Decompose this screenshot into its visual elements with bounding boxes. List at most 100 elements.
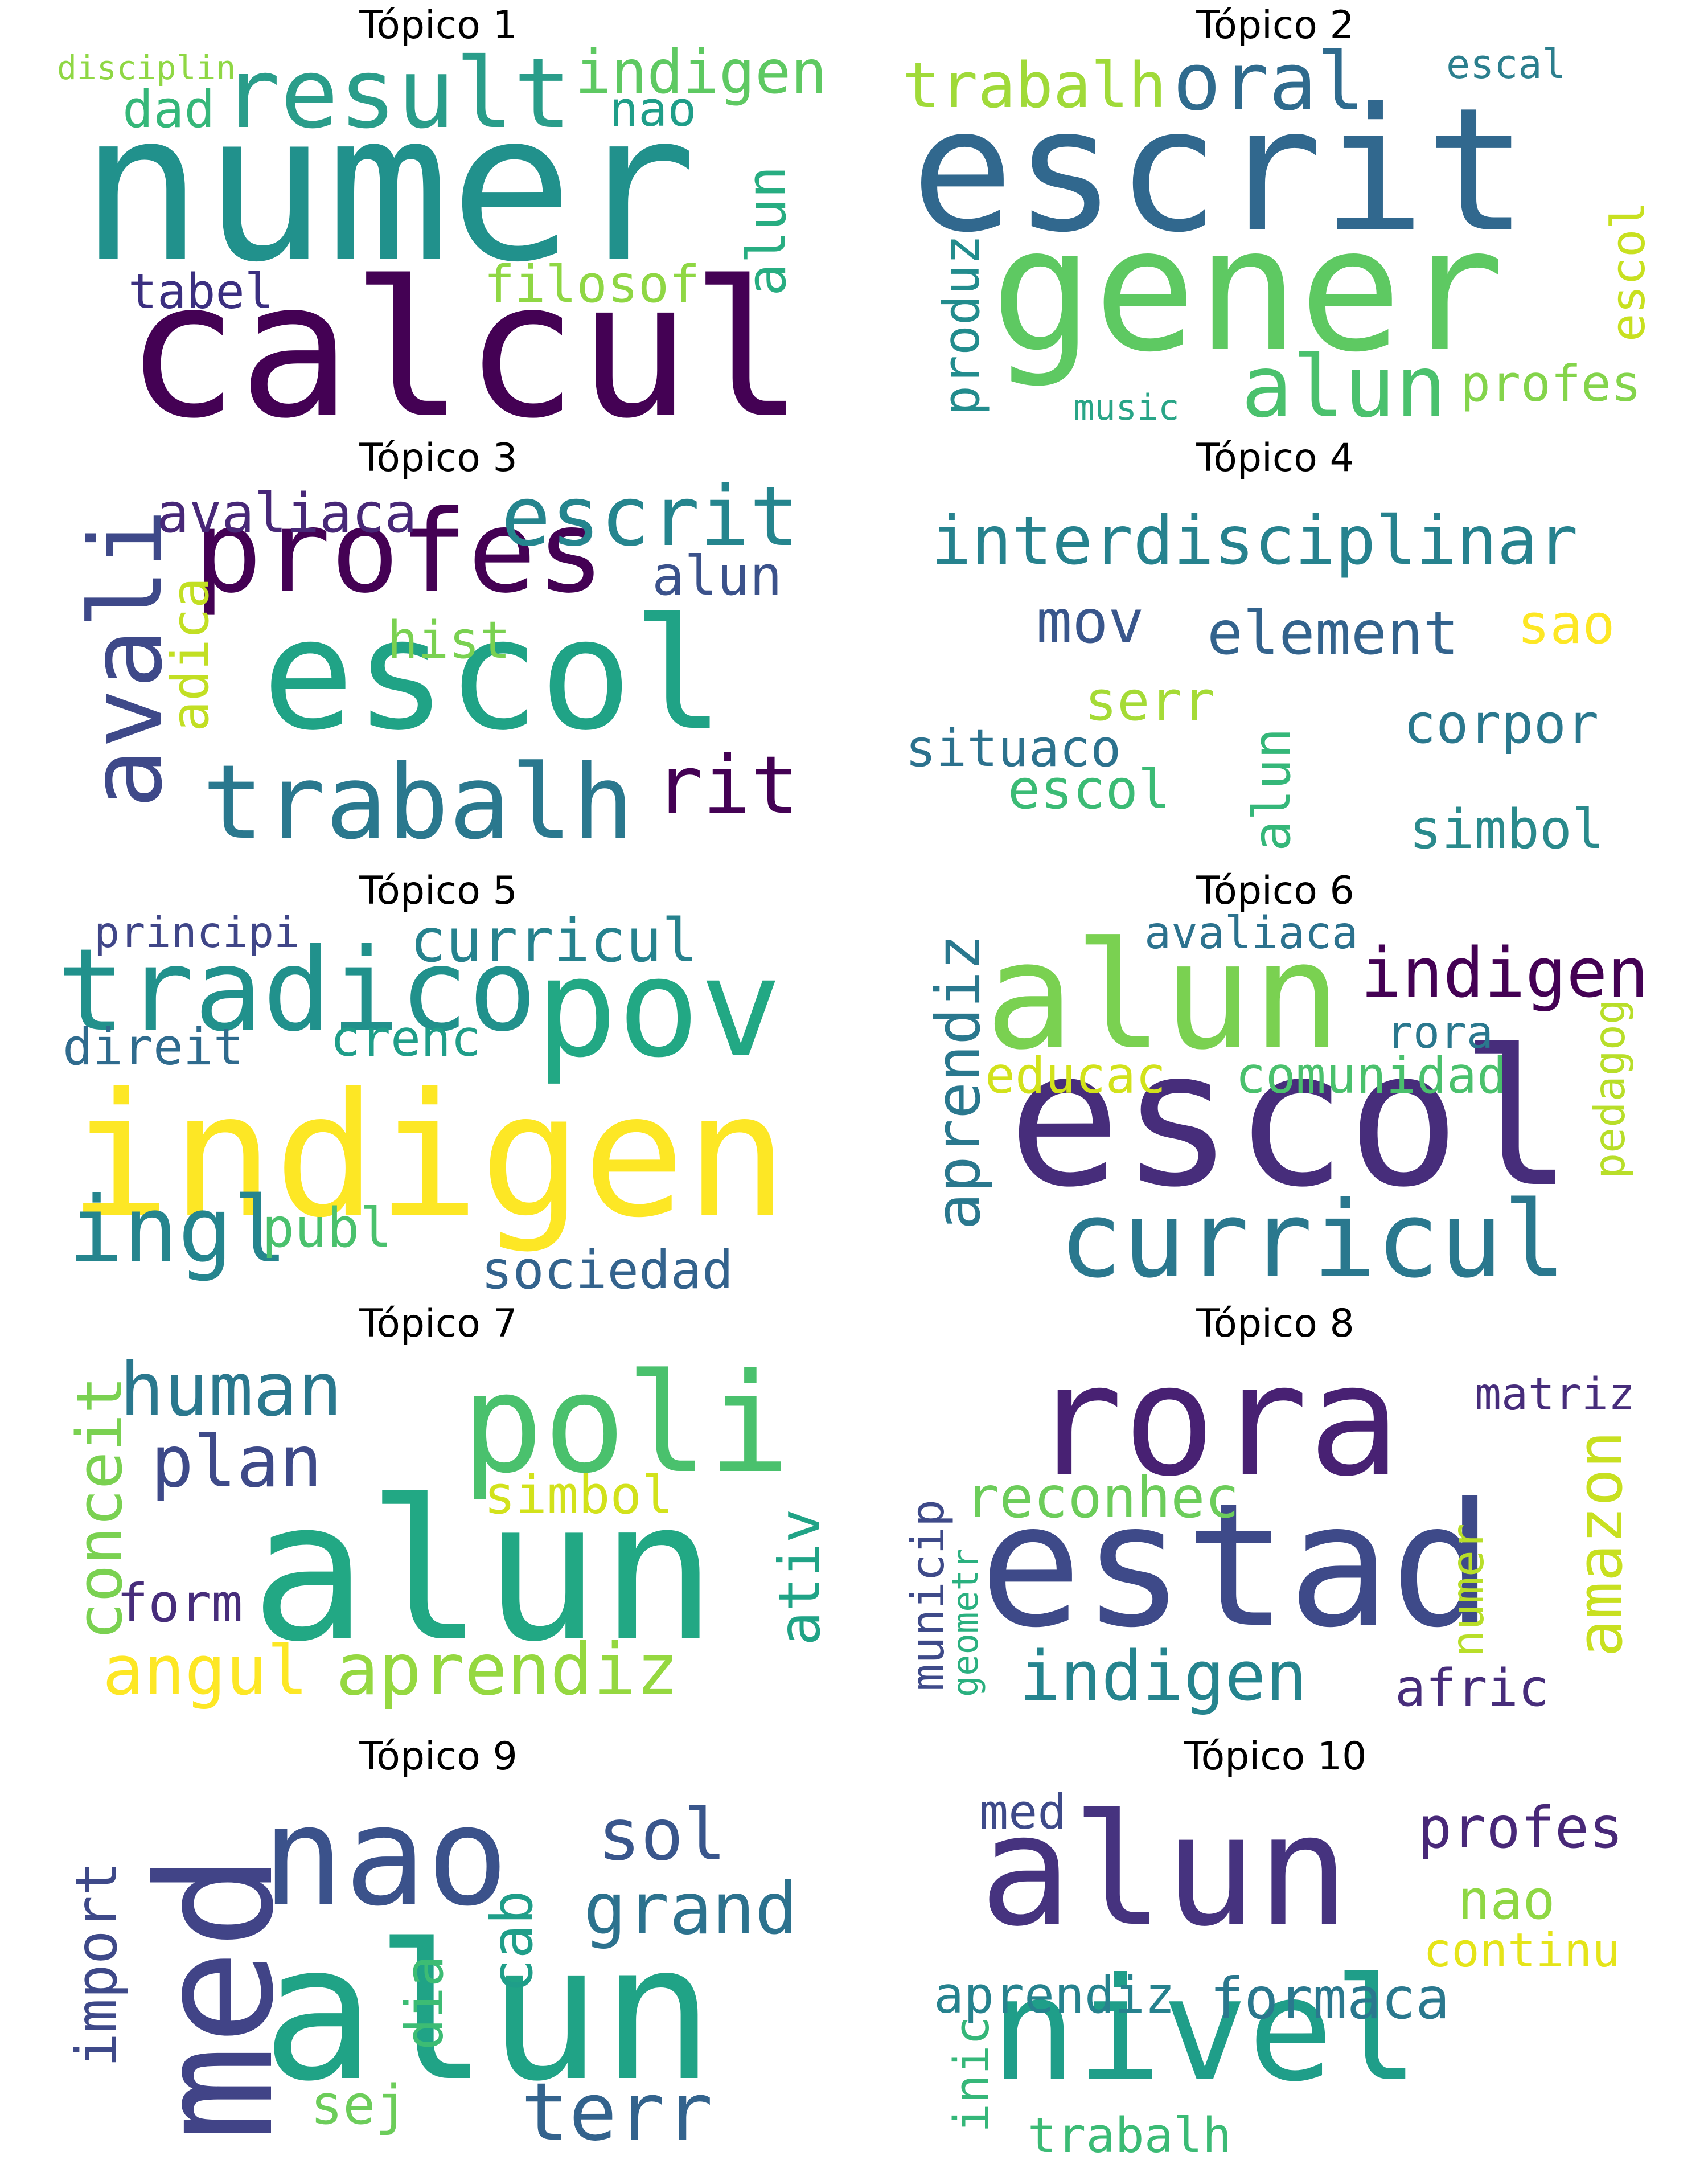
cloud-word: crenc (330, 1009, 481, 1068)
cloud-word: music (1073, 387, 1180, 428)
cloud-word: serr (1085, 670, 1215, 733)
wordcloud-panel-6: Tópico 6 escol alun avaliaca indigen ror… (848, 866, 1702, 1298)
wordcloud-panel-2: Tópico 2 escrit gener trabalh oral escal… (848, 0, 1702, 433)
cloud-word: nao (609, 81, 697, 138)
cloud-word: indigen (575, 38, 827, 107)
wordcloud: alun nivel med profes nao continu aprend… (848, 1731, 1702, 2164)
wordcloud-panel-9: Tópico 9 alun med nao sol grand import c… (11, 1731, 865, 2164)
cloud-word: alun (251, 1459, 717, 1685)
cloud-word: escol (1602, 201, 1656, 342)
cloud-word: dad (122, 80, 215, 140)
cloud-word: grand (584, 1868, 798, 1950)
wordcloud-panel-7: Tópico 7 alun poli human conceit plan si… (11, 1298, 865, 1731)
cloud-word: hist (387, 610, 511, 670)
cloud-word: escal (1446, 41, 1566, 88)
cloud-word: alun (736, 166, 798, 296)
cloud-word: escrit (501, 469, 799, 565)
cloud-word: ingl (68, 1177, 288, 1283)
cloud-word: element (1207, 599, 1459, 668)
cloud-word: trabalh (1028, 2108, 1232, 2164)
cloud-word: oral (1173, 36, 1365, 129)
cloud-word: escol (1008, 1010, 1574, 1228)
cloud-word: alun (979, 1781, 1350, 1960)
cloud-word: reconhec (965, 1464, 1239, 1531)
cloud-word: escol (1008, 759, 1171, 821)
cloud-word: plan (151, 1421, 323, 1503)
cloud-word: ativ (766, 1509, 833, 1646)
cloud-word: result (222, 38, 572, 150)
cloud-word: sej (310, 2074, 408, 2137)
cloud-word: alun (1242, 728, 1302, 851)
wordcloud-panel-4: Tópico 4 interdisciplinar mov element sa… (848, 433, 1702, 866)
cloud-word: matriz (1475, 1369, 1635, 1420)
cloud-word: indigen (1361, 934, 1649, 1013)
cloud-word: human (120, 1346, 343, 1433)
panel-title: Tópico 8 (1196, 1301, 1354, 1346)
cloud-word: alun (652, 545, 782, 608)
cloud-word: pedagog (1584, 998, 1635, 1179)
cloud-word: nao (1457, 1869, 1555, 1932)
cloud-word: trabalh (202, 743, 634, 862)
wordcloud: alun med nao sol grand import cab dia se… (11, 1731, 865, 2164)
cloud-word: rora (1030, 1331, 1401, 1510)
panel-title: Tópico 5 (359, 868, 518, 913)
cloud-word: med (979, 1784, 1067, 1841)
cloud-word: alun (262, 1904, 715, 2122)
cloud-word: rora (1386, 1007, 1493, 1059)
cloud-word: produz (932, 235, 991, 416)
wordcloud: estad rora matriz reconhec amazon munici… (848, 1298, 1702, 1731)
cloud-word: profes (194, 486, 605, 618)
cloud-word: angul (102, 1632, 309, 1711)
cloud-word: terr (521, 2066, 713, 2159)
cloud-word: form (117, 1573, 243, 1634)
cloud-word: dia (394, 1955, 455, 2050)
cloud-word: numer (80, 68, 697, 307)
cloud-word: continu (1423, 1924, 1620, 1978)
panel-title: Tópico 7 (359, 1301, 518, 1346)
cloud-word: inic (944, 2016, 1000, 2133)
cloud-word: curricul (1059, 1178, 1567, 1298)
cloud-word: disciplin (57, 48, 236, 87)
cloud-word: comunidad (1235, 1046, 1507, 1105)
wordcloud: indigen tradico pov principi curricul di… (11, 866, 865, 1298)
cloud-word: educac (985, 1046, 1166, 1105)
cloud-word: formaca (1210, 1965, 1450, 2032)
cloud-word: mov (1036, 587, 1144, 657)
cloud-word: municip (901, 1499, 954, 1691)
cloud-word: import (63, 1861, 130, 2067)
panel-title: Tópico 2 (1196, 3, 1354, 48)
cloud-word: simbol (1409, 798, 1605, 861)
cloud-word: situaco (905, 719, 1122, 778)
wordcloud: escrit gener trabalh oral escal alun pro… (848, 0, 1702, 433)
cloud-word: avaliaca (157, 482, 417, 545)
wordcloud-panel-5: Tópico 5 indigen tradico pov principi cu… (11, 866, 865, 1298)
cloud-word: direit (63, 1018, 244, 1076)
cloud-word: geometr (945, 1548, 986, 1697)
cloud-word: alun (1241, 338, 1447, 433)
cloud-word: pov (535, 928, 782, 1088)
cloud-word: sao (1517, 593, 1615, 656)
wordcloud: interdisciplinar mov element sao serr si… (848, 433, 1702, 866)
cloud-word: adica (161, 577, 220, 732)
cloud-word: avaliaca (1144, 908, 1358, 959)
panel-title: Tópico 1 (359, 3, 518, 48)
wordcloud-panel-8: Tópico 8 estad rora matriz reconhec amaz… (848, 1298, 1702, 1731)
cloud-word: sol (598, 1794, 726, 1876)
cloud-word: simbol (484, 1465, 674, 1526)
panel-title: Tópico 4 (1196, 436, 1354, 481)
cloud-word: gener (991, 191, 1505, 390)
cloud-word: aprendiz (934, 1966, 1175, 2024)
panel-title: Tópico 9 (359, 1734, 518, 1779)
cloud-word: numer (1443, 1523, 1494, 1657)
cloud-word: profes (1418, 1794, 1624, 1861)
cloud-word: corpor (1403, 693, 1599, 756)
cloud-word: afric (1395, 1658, 1549, 1718)
cloud-word: indigen (68, 1056, 789, 1255)
cloud-word: filosof (484, 255, 700, 314)
cloud-word: estad (979, 1466, 1494, 1665)
cloud-word: sociedad (481, 1240, 734, 1298)
cloud-word: poli (461, 1344, 790, 1503)
cloud-word: escrit (911, 71, 1528, 270)
panel-title: Tópico 3 (359, 436, 518, 481)
panel-title: Tópico 10 (1184, 1734, 1367, 1779)
